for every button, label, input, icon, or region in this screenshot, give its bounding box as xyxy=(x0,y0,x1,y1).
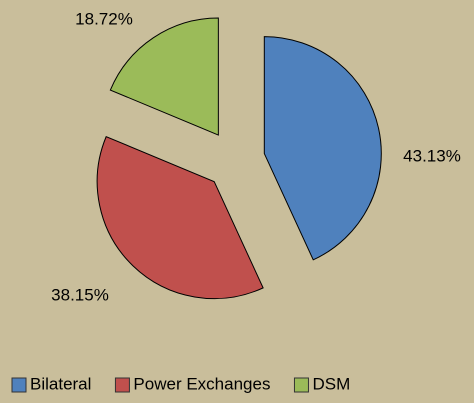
legend-swatch xyxy=(293,377,309,393)
data-label: 18.72% xyxy=(75,9,133,28)
legend-label: Bilateral xyxy=(30,374,91,393)
data-label: 43.13% xyxy=(403,146,461,165)
legend-label: Power Exchanges xyxy=(133,374,270,393)
legend-swatch xyxy=(11,377,27,393)
data-label: 38.15% xyxy=(51,285,109,304)
pie-slice xyxy=(109,17,219,136)
legend-swatch xyxy=(114,377,130,393)
pie-slice xyxy=(263,36,382,261)
legend-label: DSM xyxy=(312,374,350,393)
pie-slice xyxy=(96,135,264,300)
